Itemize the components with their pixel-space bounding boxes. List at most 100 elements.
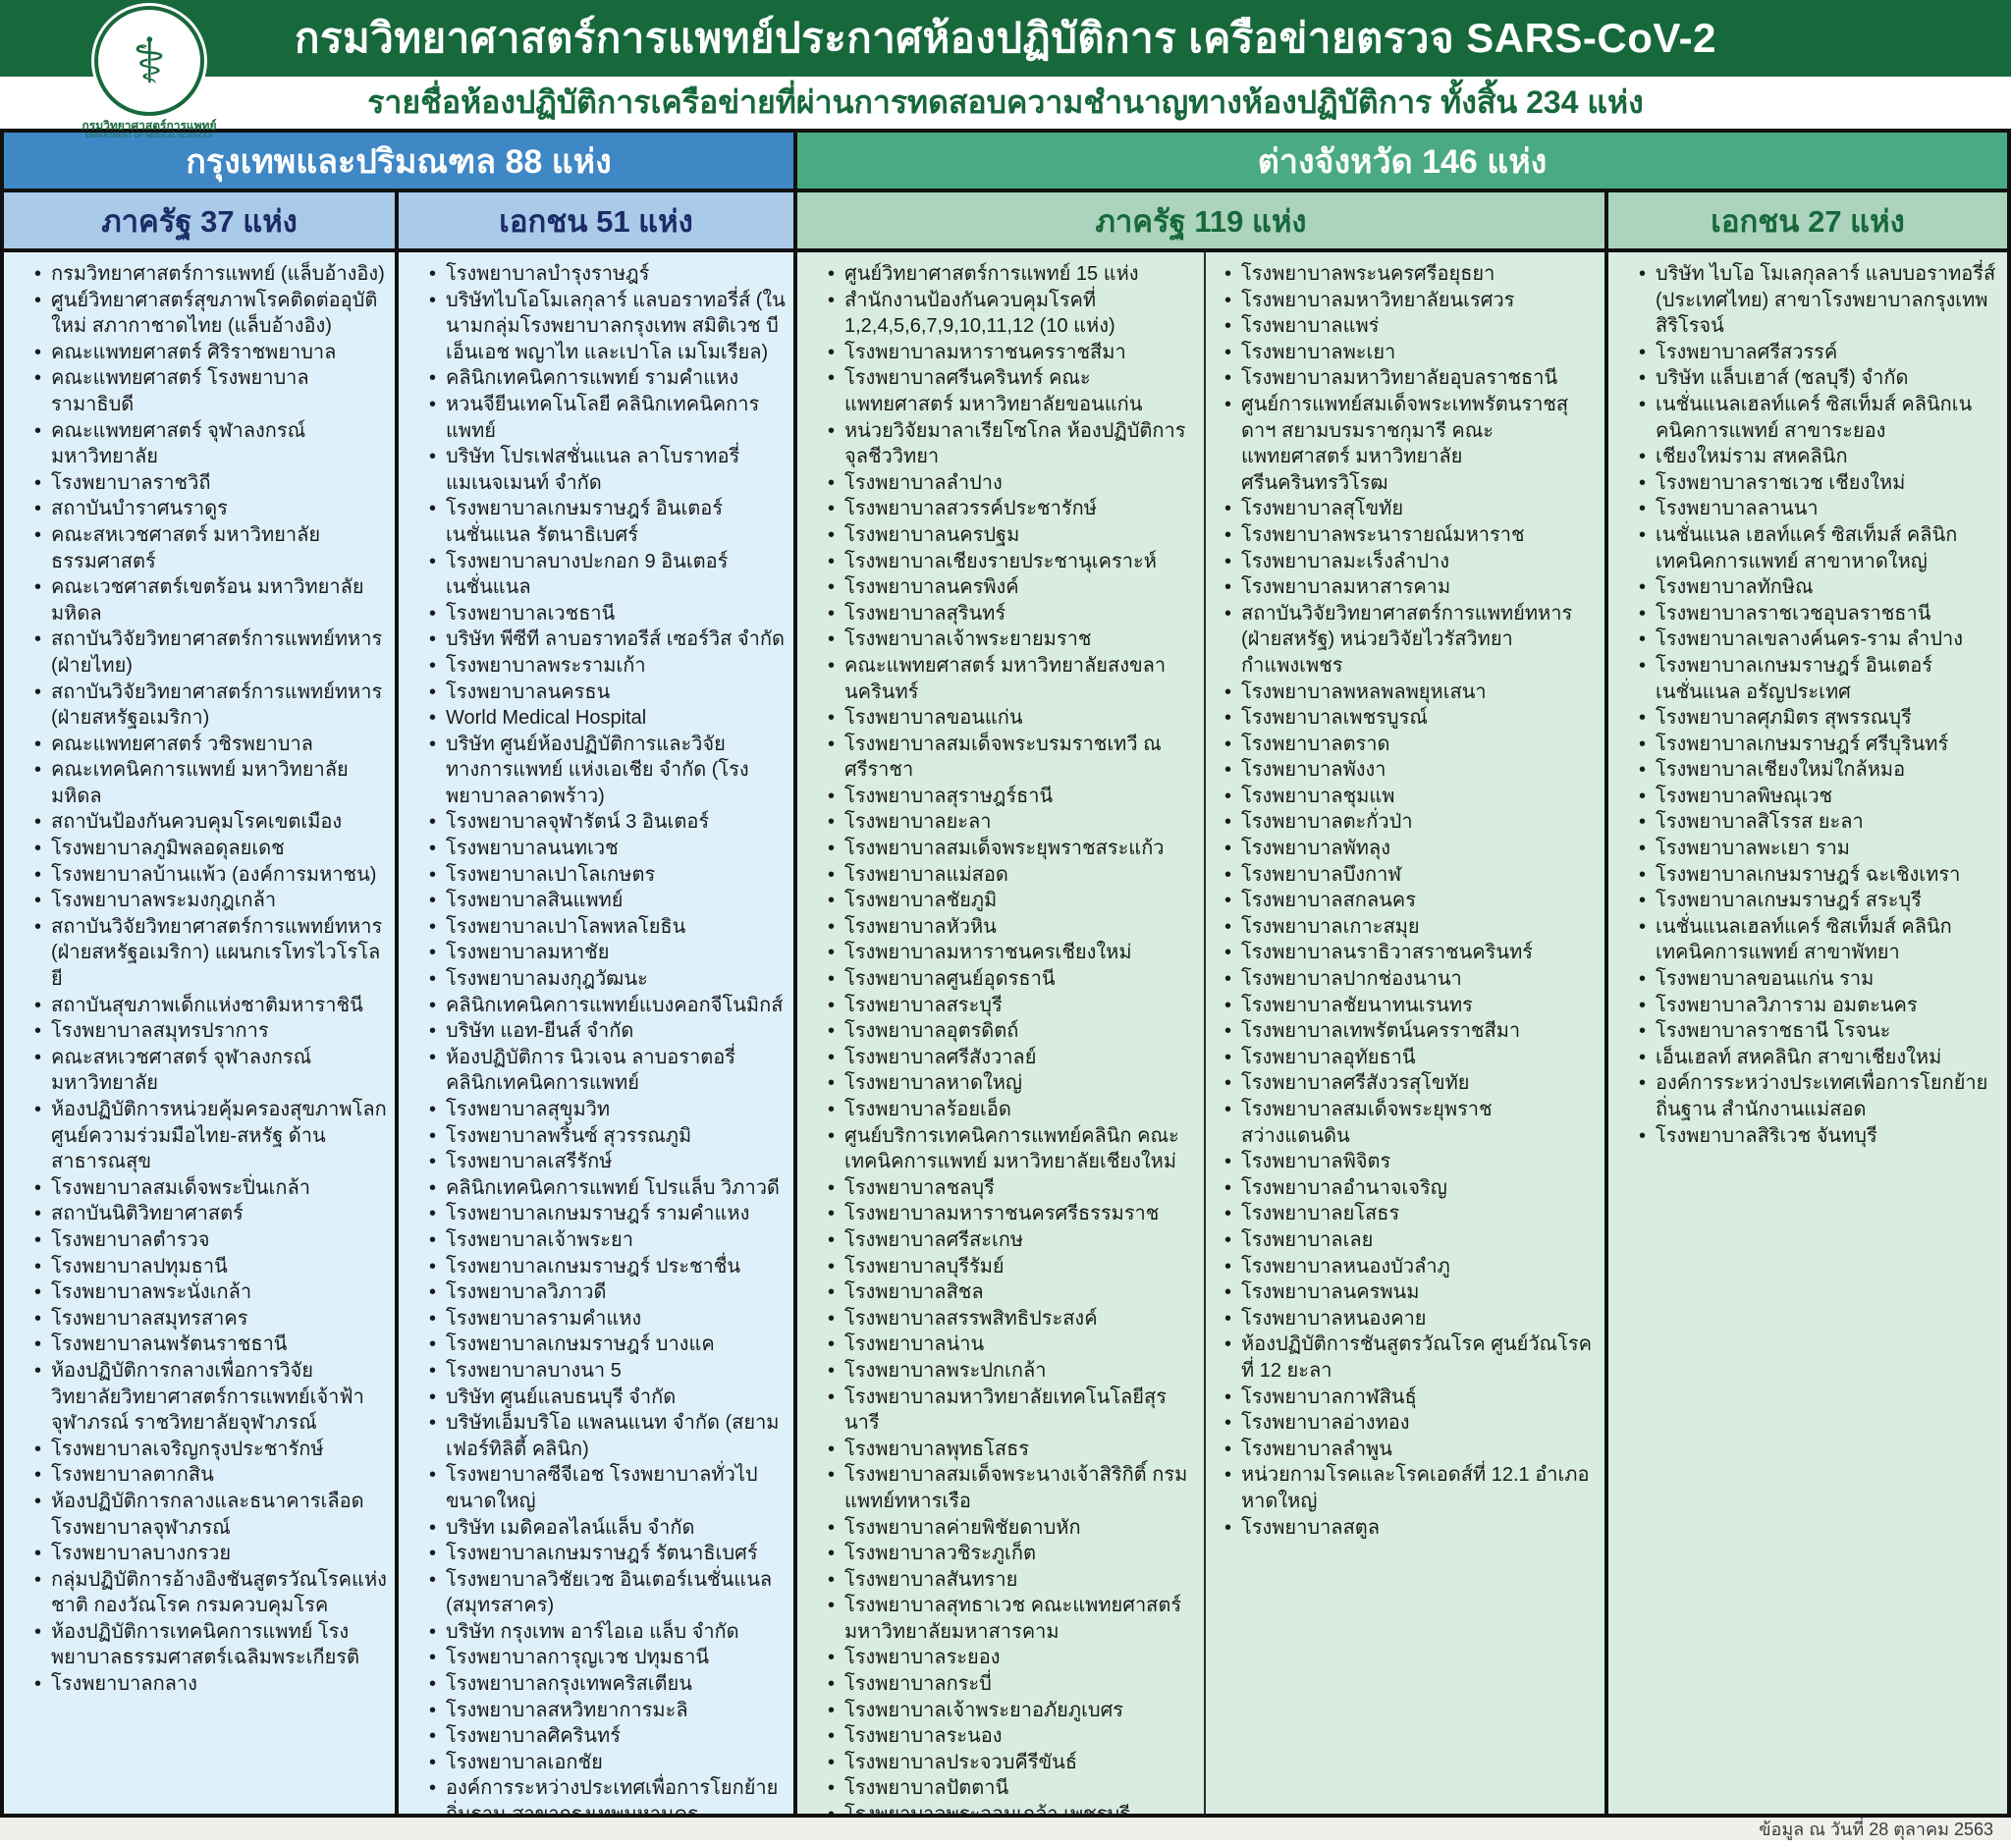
list-item: คลินิกเทคนิคการแพทย์แบงคอกจีโนมิกส์ [424,993,786,1019]
list-item: โรงพยาบาลมหาวิทยาลัยอุบลราชธานี [1220,365,1597,392]
list-item: โรงพยาบาลพะเยา [1220,340,1597,366]
list-item: หวนจียีนเทคโนโลยี คลินิกเทคนิคการแพทย์ [424,392,786,444]
laboratory-table: กรุงเทพและปริมณฑล 88 แห่ง ต่างจังหวัด 14… [0,129,2011,1818]
list-item: คลินิกเทคนิคการแพทย์ โปรแล็บ วิภาวดี [424,1175,786,1202]
list-item: เนชั่นแนลเฮลท์แคร์ ซิสเท็มส์ คลินิกเนคนิ… [1634,392,1999,444]
list-item: โรงพยาบาลแม่สอด [823,862,1196,889]
list-item: สถาบันวิจัยวิทยาศาสตร์การแพทย์ทหาร (ฝ่าย… [29,626,387,679]
list-item: โรงพยาบาลเกษมราษฎร์ รามคำแหง [424,1201,786,1227]
list-item: โรงพยาบาลสรรพสิทธิประสงค์ [823,1306,1196,1332]
list-item: คณะแพทยศาสตร์ วชิรพยาบาล [29,732,387,758]
list-item: โรงพยาบาลบ้านแพ้ว (องค์การมหาชน) [29,862,387,889]
list-item: หน่วยวิจัยมาลาเรียโซโกล ห้องปฏิบัติการจุ… [823,418,1196,470]
list-item: โรงพยาบาลมหาราชนครศรีธรรมราช [823,1201,1196,1227]
list-item: โรงพยาบาลพระนครศรีอยุธยา [1220,261,1597,288]
lab-list-bkk-private: โรงพยาบาลบำรุงราษฎร์บริษัทไบโอโมเลกุลาร์… [399,261,793,1814]
list-item: โรงพยาบาลนครพิงค์ [823,574,1196,601]
list-item: โรงพยาบาลมหาวิทยาลัยเทคโนโลยีสุรนารี [823,1385,1196,1437]
list-item: โรงพยาบาลเกษมราษฎร์ อินเตอร์เนชั่นแนล รั… [424,496,786,548]
list-item: โรงพยาบาลสมุทรปราการ [29,1018,387,1045]
list-item: โรงพยาบาลนพรัตนราชธานี [29,1332,387,1358]
list-item: โรงพยาบาลบางปะกอก 9 อินเตอร์เนชั่นแนล [424,549,786,601]
list-item: โรงพยาบาลศูนย์อุดรธานี [823,966,1196,993]
list-item: โรงพยาบาลพระนารายณ์มหาราช [1220,522,1597,549]
list-item: โรงพยาบาลหนองบัวลำภู [1220,1254,1597,1280]
list-item: ห้องปฏิบัติการหน่วยคุ้มครองสุขภาพโลก ศูน… [29,1097,387,1175]
list-item: โรงพยาบาลมหาชัย [424,940,786,966]
list-item: โรงพยาบาลเจ้าพระยายมราช [823,626,1196,653]
list-item: โรงพยาบาลพริ้นซ์ สุวรรณภูมิ [424,1123,786,1150]
list-item: โรงพยาบาลเพชรบูรณ์ [1220,705,1597,732]
list-item: โรงพยาบาลสิริเวช จันทบุรี [1634,1123,1999,1150]
list-item: คณะเวชศาสตร์เขตร้อน มหาวิทยาลัยมหิดล [29,574,387,626]
laboratory-lists: กรมวิทยาศาสตร์การแพทย์ (แล็บอ้างอิง)ศูนย… [4,252,2007,1818]
list-item: โรงพยาบาลเกษมราษฎร์ อินเตอร์เนชั่นแนล อร… [1634,653,1999,705]
lab-list-prov-private: บริษัท ไบโอ โมเลกุลลาร์ แลบบอราทอรี่ส์ (… [1608,261,2007,1149]
list-item: บริษัท แล็บเฮาส์ (ชลบุรี) จำกัด [1634,365,1999,392]
list-item: โรงพยาบาลยโสธร [1220,1201,1597,1227]
list-item: สถาบันบำราศนราดูร [29,496,387,522]
list-item: โรงพยาบาลเลย [1220,1227,1597,1254]
list-item: โรงพยาบาลวิภาวดี [424,1279,786,1306]
sector-header-bkk-government: ภาครัฐ 37 แห่ง [4,192,399,248]
column-prov-government-left: ศูนย์วิทยาศาสตร์การแพทย์ 15 แห่งสำนักงาน… [797,252,1206,1814]
list-item: โรงพยาบาลปากช่องนานา [1220,966,1597,993]
list-item: โรงพยาบาลนครธน [424,679,786,706]
list-item: โรงพยาบาลสุรินทร์ [823,601,1196,627]
list-item: โรงพยาบาลพระนั่งเกล้า [29,1279,387,1306]
list-item: โรงพยาบาลวิภาราม อมตะนคร [1634,993,1999,1019]
list-item: โรงพยาบาลขอนแก่น ราม [1634,966,1999,993]
list-item: โรงพยาบาลสมเด็จพระนางเจ้าสิริกิติ์ กรมแพ… [823,1462,1196,1514]
logo-caption-thai: กรมวิทยาศาสตร์การแพทย์ [82,119,217,133]
list-item: โรงพยาบาลสิชล [823,1279,1196,1306]
list-item: ห้องปฏิบัติการกลางและธนาคารเลือด โรงพยาบ… [29,1489,387,1541]
list-item: ศูนย์บริการเทคนิคการแพทย์คลินิก คณะเทคนิ… [823,1123,1196,1175]
list-item: โรงพยาบาลราชธานี โรจนะ [1634,1018,1999,1045]
list-item: โรงพยาบาลสระบุรี [823,993,1196,1019]
list-item: โรงพยาบาลพะเยา ราม [1634,836,1999,862]
list-item: บริษัท เมดิคอลไลน์แล็บ จำกัด [424,1515,786,1542]
list-item: โรงพยาบาลสันทราย [823,1567,1196,1594]
list-item: โรงพยาบาลนราธิวาสราชนครินทร์ [1220,940,1597,966]
lab-list-prov-government-left: ศูนย์วิทยาศาสตร์การแพทย์ 15 แห่งสำนักงาน… [797,261,1204,1814]
list-item: โรงพยาบาลมหาวิทยาลัยนเรศวร [1220,288,1597,314]
list-item: โรงพยาบาลมหาราชนครราชสีมา [823,340,1196,366]
list-item: โรงพยาบาลเอกชัย [424,1750,786,1776]
list-item: เชียงใหม่ราม สหคลินิก [1634,444,1999,470]
list-item: โรงพยาบาลศรีสังวาลย์ [823,1045,1196,1071]
list-item: โรงพยาบาลพิจิตร [1220,1149,1597,1175]
list-item: โรงพยาบาลขอนแก่น [823,705,1196,732]
list-item: โรงพยาบาลอ่างทอง [1220,1410,1597,1437]
list-item: บริษัท แอท-ยีนส์ จำกัด [424,1018,786,1045]
list-item: คณะเทคนิคการแพทย์ มหาวิทยาลัยมหิดล [29,757,387,809]
list-item: บริษัท ไบโอ โมเลกุลลาร์ แลบบอราทอรี่ส์ (… [1634,261,1999,340]
list-item: ห้องปฏิบัติการเทคนิคการแพทย์ โรงพยาบาลธร… [29,1619,387,1671]
list-item: โรงพยาบาลเวชธานี [424,601,786,627]
footer-bar: ข้อมูล ณ วันที่ 28 ตุลาคม 2563 [0,1818,2011,1840]
list-item: โรงพยาบาลราชวิถี [29,470,387,497]
list-item: โรงพยาบาลสินแพทย์ [424,888,786,914]
list-item: สถาบันสุขภาพเด็กแห่งชาติมหาราชินี [29,993,387,1019]
list-item: บริษัท กรุงเทพ อาร์ไอเอ แล็บ จำกัด [424,1619,786,1646]
list-item: สถาบันวิจัยวิทยาศาสตร์การแพทย์ทหาร (ฝ่าย… [1220,601,1597,679]
sector-header-bkk-private: เอกชน 51 แห่ง [399,192,797,248]
list-item: คณะแพทยศาสตร์ ศิริราชพยาบาล [29,340,387,366]
list-item: โรงพยาบาลศรีนครินทร์ คณะแพทยศาสตร์ มหาวิ… [823,365,1196,417]
list-item: โรงพยาบาลนนทเวช [424,836,786,862]
list-item: โรงพยาบาลสุโขทัย [1220,496,1597,522]
list-item: โรงพยาบาลซีจีเอช โรงพยาบาลทั่วไปขนาดใหญ่ [424,1462,786,1514]
list-item: สถาบันวิจัยวิทยาศาสตร์การแพทย์ทหาร (ฝ่าย… [29,679,387,732]
list-item: โรงพยาบาลเชียงรายประชานุเคราะห์ [823,549,1196,575]
list-item: โรงพยาบาลหัวหิน [823,914,1196,941]
list-item: โรงพยาบาลสหวิทยาการมะลิ [424,1698,786,1724]
dms-logo: ⚕ กรมวิทยาศาสตร์การแพทย์ DEPARTMENT OF M… [51,6,247,139]
list-item: โรงพยาบาลศุภมิตร สุพรรณบุรี [1634,705,1999,732]
list-item: โรงพยาบาลนครปฐม [823,522,1196,549]
list-item: โรงพยาบาลกระบี่ [823,1671,1196,1698]
list-item: โรงพยาบาลศรีสวรรค์ [1634,340,1999,366]
list-item: คณะสหเวชศาสตร์ มหาวิทยาลัยธรรมศาสตร์ [29,522,387,574]
list-item: โรงพยาบาลสมเด็จพระปิ่นเกล้า [29,1175,387,1202]
list-item: คณะสหเวชศาสตร์ จุฬาลงกรณ์มหาวิทยาลัย [29,1045,387,1097]
list-item: โรงพยาบาลภูมิพลอดุลยเดช [29,836,387,862]
list-item: โรงพยาบาลสกลนคร [1220,888,1597,914]
